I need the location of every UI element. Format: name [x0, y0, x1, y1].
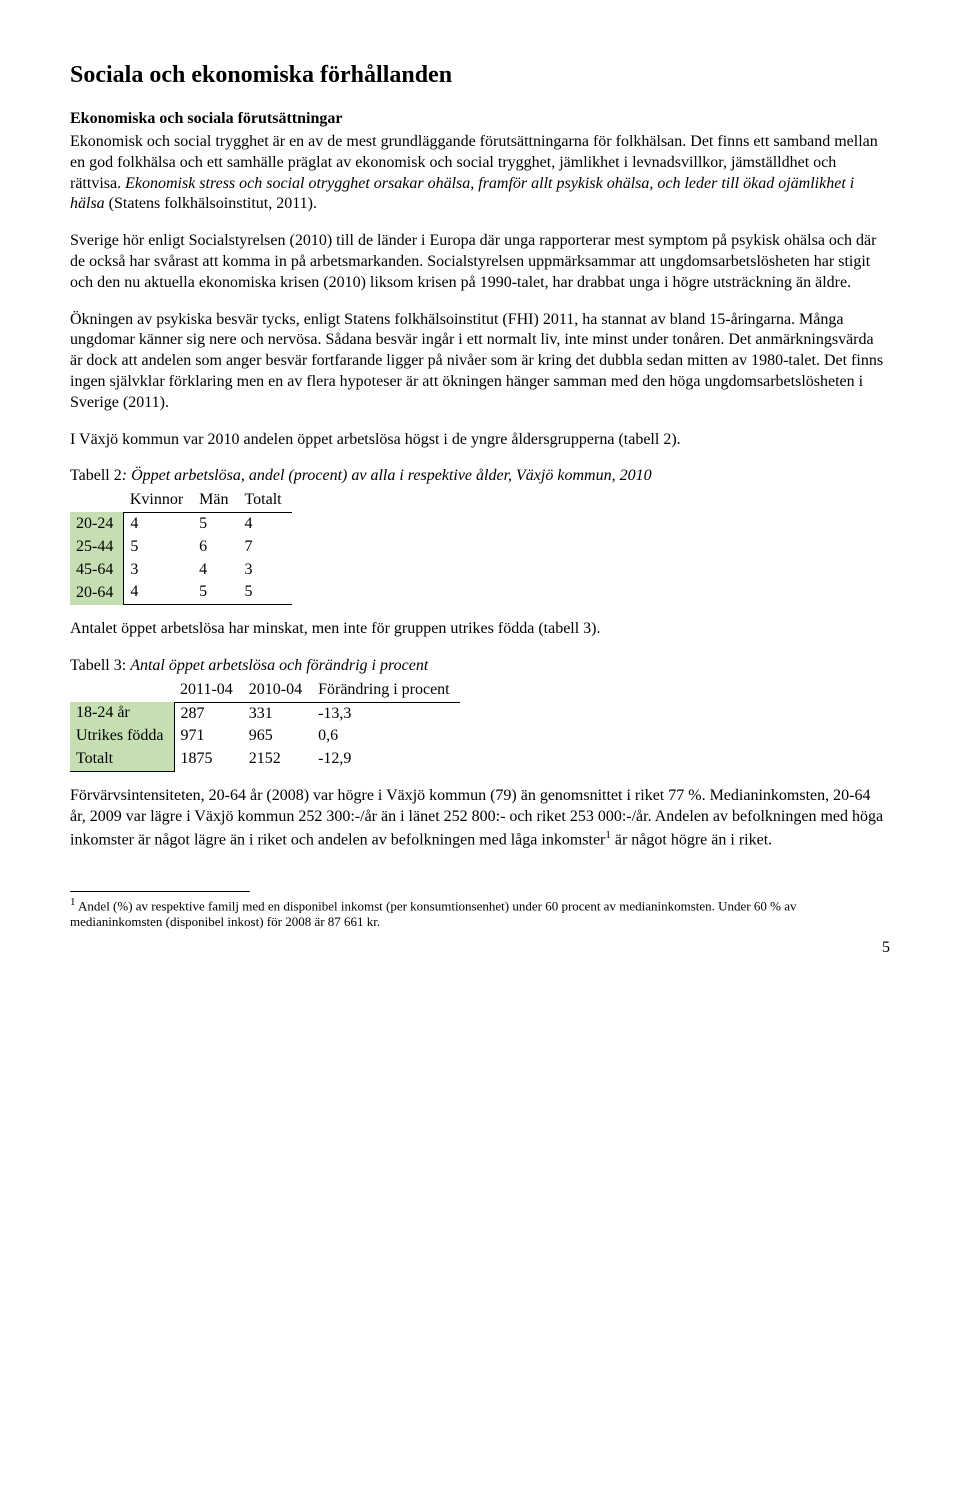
table-row: Utrikes födda 971 965 0,6 — [70, 725, 460, 748]
table-row-header: 2011-04 2010-04 Förändring i procent — [70, 679, 460, 702]
table-cell: 4 — [124, 581, 193, 604]
footnote-separator — [70, 891, 250, 892]
table-header-cell: Kvinnor — [124, 489, 193, 512]
table-row-header: Kvinnor Män Totalt — [70, 489, 292, 512]
paragraph-5: Antalet öppet arbetslösa har minskat, me… — [70, 619, 890, 640]
table-header-cell: Totalt — [238, 489, 291, 512]
table-cell: 4 — [124, 512, 193, 535]
table-cell: 3 — [124, 559, 193, 582]
table-cell: 2152 — [243, 748, 312, 771]
table-cell: 5 — [193, 581, 238, 604]
p1-tail: (Statens folkhälsoinstitut, 2011). — [105, 195, 317, 212]
table-header-cell — [70, 489, 124, 512]
table-cell: 5 — [238, 581, 291, 604]
footnote: 1 Andel (%) av respektive familj med en … — [70, 896, 890, 931]
table-cell: 25-44 — [70, 536, 124, 559]
table3-caption-label: Tabell 3: — [70, 657, 130, 674]
table-row: 45-64 3 4 3 — [70, 559, 292, 582]
table-cell: Utrikes födda — [70, 725, 174, 748]
table-row: 18-24 år 287 331 -13,3 — [70, 702, 460, 725]
table-row: Totalt 1875 2152 -12,9 — [70, 748, 460, 771]
table2-caption-text: : Öppet arbetslösa, andel (procent) av a… — [122, 467, 652, 484]
table-cell: 5 — [193, 512, 238, 535]
table3-caption: Tabell 3: Antal öppet arbetslösa och för… — [70, 656, 890, 677]
table-cell: 1875 — [174, 748, 243, 771]
table-header-cell — [70, 679, 174, 702]
table-cell: 3 — [238, 559, 291, 582]
table-cell: 971 — [174, 725, 243, 748]
table-row: 20-24 4 5 4 — [70, 512, 292, 535]
paragraph-1: Ekonomisk och social trygghet är en av d… — [70, 132, 890, 215]
paragraph-2: Sverige hör enligt Socialstyrelsen (2010… — [70, 231, 890, 293]
table-row: 20-64 4 5 5 — [70, 581, 292, 604]
paragraph-4: I Växjö kommun var 2010 andelen öppet ar… — [70, 430, 890, 451]
paragraph-6: Förvärvsintensiteten, 20-64 år (2008) va… — [70, 786, 890, 851]
table-cell: 965 — [243, 725, 312, 748]
paragraph-3: Ökningen av psykiska besvär tycks, enlig… — [70, 310, 890, 414]
table2-caption-label: Tabell 2 — [70, 467, 122, 484]
table-cell: Totalt — [70, 748, 174, 771]
heading-sub: Ekonomiska och sociala förutsättningar — [70, 109, 890, 130]
table-3: 2011-04 2010-04 Förändring i procent 18-… — [70, 679, 460, 772]
table-cell: 287 — [174, 702, 243, 725]
table-cell: 5 — [124, 536, 193, 559]
table-header-cell: Män — [193, 489, 238, 512]
heading-main: Sociala och ekonomiska förhållanden — [70, 60, 890, 91]
p6-b: är något högre än i riket. — [611, 831, 772, 848]
table2-caption: Tabell 2: Öppet arbetslösa, andel (proce… — [70, 466, 890, 487]
table-cell: -12,9 — [312, 748, 460, 771]
table-cell: 4 — [238, 512, 291, 535]
table-header-cell: Förändring i procent — [312, 679, 460, 702]
table-cell: 7 — [238, 536, 291, 559]
table-cell: 4 — [193, 559, 238, 582]
table-row: 25-44 5 6 7 — [70, 536, 292, 559]
table-cell: 0,6 — [312, 725, 460, 748]
table-cell: -13,3 — [312, 702, 460, 725]
table-cell: 18-24 år — [70, 702, 174, 725]
table-cell: 6 — [193, 536, 238, 559]
table-header-cell: 2010-04 — [243, 679, 312, 702]
table-cell: 20-24 — [70, 512, 124, 535]
table-cell: 20-64 — [70, 581, 124, 604]
table-cell: 331 — [243, 702, 312, 725]
table-2: Kvinnor Män Totalt 20-24 4 5 4 25-44 5 6… — [70, 489, 292, 605]
page-number: 5 — [70, 938, 890, 959]
footnote-text: Andel (%) av respektive familj med en di… — [70, 898, 796, 929]
table-header-cell: 2011-04 — [174, 679, 243, 702]
table-cell: 45-64 — [70, 559, 124, 582]
table3-caption-text: Antal öppet arbetslösa och förändrig i p… — [130, 657, 428, 674]
